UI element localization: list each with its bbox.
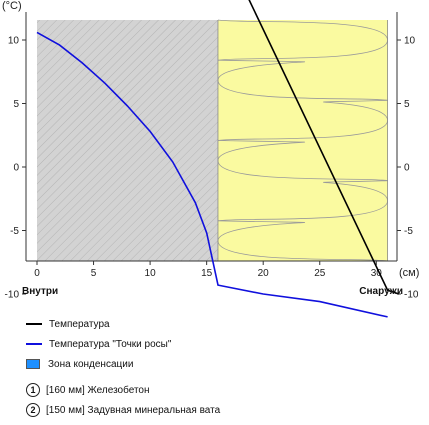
legend-swatch-temperature xyxy=(26,323,42,325)
legend-swatch-condensation xyxy=(26,359,40,369)
legend-layer-number-1: 1 xyxy=(26,383,40,397)
legend-label-condensation: Зона конденсации xyxy=(48,358,134,370)
x-tick-label-1: 5 xyxy=(91,268,97,279)
x-tick-label-5: 25 xyxy=(314,268,326,279)
legend: Температура Температура "Точки росы" Зон… xyxy=(26,314,426,420)
layer-2-fill xyxy=(217,20,388,261)
legend-item-temperature: Температура xyxy=(26,314,426,334)
y-tick-label-left-6: -10 xyxy=(5,290,20,301)
y-tick-label-right-4: 0 xyxy=(404,163,410,174)
y-tick-label-right-2: 10 xyxy=(404,36,416,47)
y-tick-label-right-5: -5 xyxy=(404,226,413,237)
legend-label-temperature: Температура xyxy=(49,318,110,330)
x-tick-label-3: 15 xyxy=(201,268,213,279)
legend-layer-number-2: 2 xyxy=(26,403,40,417)
legend-label-dew-point: Температура "Точки росы" xyxy=(49,338,172,350)
y-axis-unit-label: (°C) xyxy=(2,0,22,12)
legend-swatch-dew-point xyxy=(26,343,42,345)
x-tick-label-6: 30 xyxy=(371,268,383,279)
legend-item-dew-point: Температура "Точки росы" xyxy=(26,334,426,354)
layer-1-hatch xyxy=(37,20,218,261)
legend-layer-label-1: [160 мм] Железобетон xyxy=(46,384,150,396)
x-tick-label-4: 20 xyxy=(258,268,270,279)
series-line-1 xyxy=(36,31,388,318)
y-tick-label-left-4: 0 xyxy=(13,163,19,174)
x-tick-label-2: 10 xyxy=(145,268,157,279)
legend-item-layer-1: 1 [160 мм] Железобетон xyxy=(26,380,426,400)
legend-item-layer-2: 2 [150 мм] Задувная минеральная вата xyxy=(26,400,426,420)
series-line-0 xyxy=(248,0,400,295)
y-tick-label-left-2: 10 xyxy=(8,36,20,47)
y-tick-label-left-5: -5 xyxy=(10,226,19,237)
layer-2-wool-pattern xyxy=(217,19,389,262)
x-tick-label-0: 0 xyxy=(34,268,40,279)
y-tick-label-left-3: 5 xyxy=(13,99,19,110)
legend-layer-label-2: [150 мм] Задувная минеральная вата xyxy=(46,404,221,416)
y-tick-label-right-3: 5 xyxy=(404,99,410,110)
x-axis-unit-label: (см) xyxy=(399,267,419,279)
y-tick-label-right-6: -10 xyxy=(404,290,419,301)
outside-label: Снаружи xyxy=(359,286,403,297)
inside-label: Внутри xyxy=(22,286,58,297)
legend-item-condensation: Зона конденсации xyxy=(26,354,426,374)
